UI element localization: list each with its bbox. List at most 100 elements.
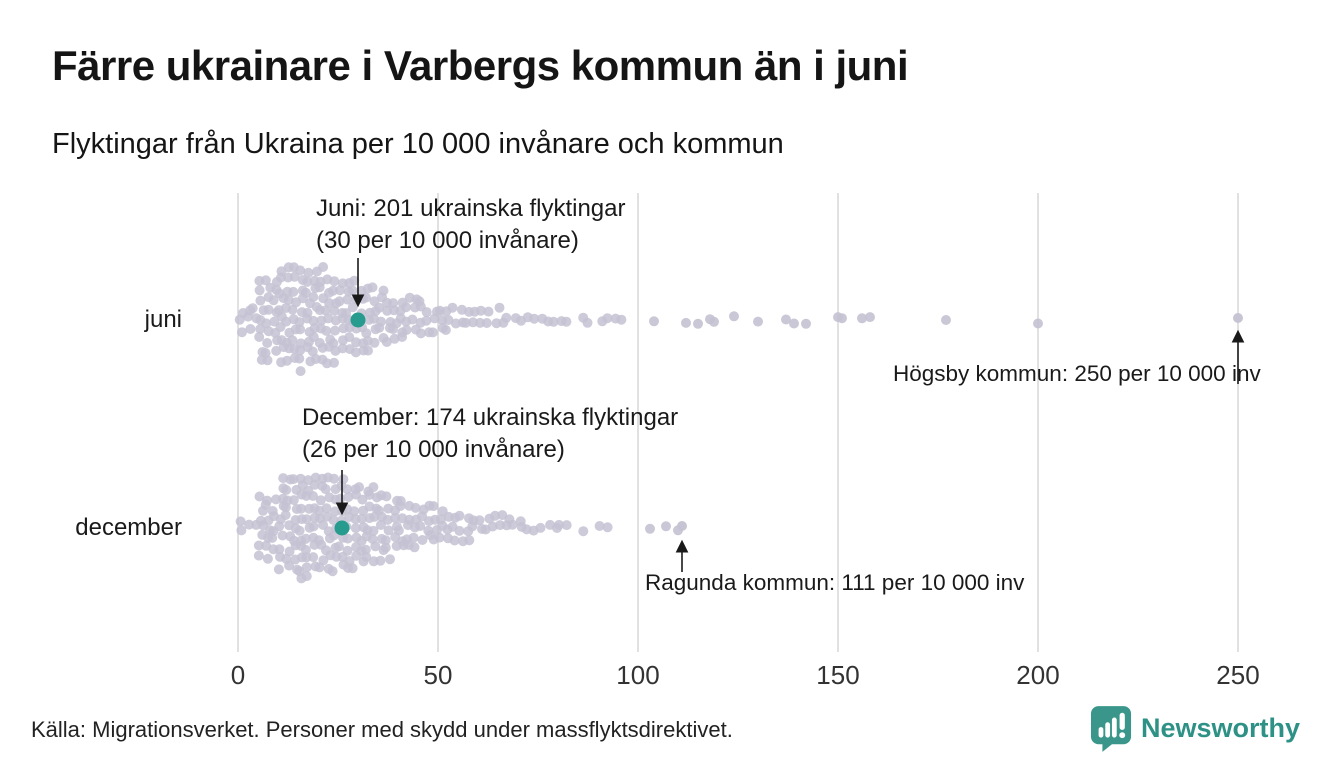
swarm-dot [303, 267, 314, 278]
swarm-dot [374, 302, 385, 313]
swarm-dot-outlier [681, 317, 691, 328]
swarm-dot [342, 533, 353, 544]
swarm-dot [475, 305, 486, 316]
swarm-dot [267, 506, 278, 516]
swarm-dot [388, 324, 398, 335]
swarm-dot [281, 485, 292, 495]
swarm-dot [356, 513, 367, 524]
swarm-dot [374, 322, 385, 333]
swarm-dot [594, 521, 605, 531]
swarm-dot [421, 315, 432, 326]
swarm-dot [254, 332, 265, 342]
swarm-dot [385, 554, 395, 565]
swarm-dot [494, 302, 505, 313]
swarm-dot [380, 542, 391, 553]
x-tick-label: 0 [230, 660, 246, 690]
x-tick-label: 150 [816, 660, 860, 690]
swarm-dot [330, 325, 340, 336]
swarm-dot [277, 530, 288, 541]
swarm-dot [481, 318, 492, 328]
swarm-dot [383, 525, 394, 536]
swarm-dot [375, 520, 386, 530]
swarm-dot-outlier [801, 318, 811, 329]
swarm-dot [328, 515, 339, 526]
swarm-dot [363, 345, 373, 356]
swarm-dot-max-högsby [1233, 313, 1243, 323]
swarm-dot [288, 495, 299, 506]
swarm-dot [235, 516, 246, 527]
swarm-dot [255, 295, 266, 306]
swarm-dot [237, 327, 247, 338]
swarm-dot [375, 555, 386, 566]
swarm-dot [300, 544, 311, 555]
swarm-dot-outlier [709, 316, 719, 327]
swarm-dot-outlier [661, 521, 671, 532]
swarm-dot [409, 542, 420, 553]
swarm-dot [260, 275, 271, 286]
swarm-dot [421, 307, 432, 318]
swarm-dot [474, 515, 485, 526]
annotation-december-highlight: December: 174 ukrainska flyktingar (26 p… [302, 402, 678, 466]
swarm-dot [273, 564, 284, 575]
swarm-dot [301, 514, 312, 525]
swarm-dot [397, 297, 408, 308]
swarm-dot [267, 533, 278, 543]
annotation-june-line1: Juni: 201 ukrainska flyktingar [316, 195, 626, 222]
swarm-dot [437, 506, 448, 517]
swarm-dot [314, 562, 325, 573]
swarm-dot [274, 288, 285, 299]
swarm-dot [274, 544, 285, 555]
swarm-dot [427, 327, 438, 338]
x-tick-label: 100 [616, 660, 660, 690]
swarm-dot [296, 503, 307, 514]
swarm-dot [244, 519, 255, 530]
swarm-dot-outlier [729, 311, 739, 322]
swarm-dot [303, 485, 314, 496]
swarm-dot [334, 296, 345, 307]
swarm-dot-outlier [753, 316, 763, 327]
swarm-dot [449, 535, 460, 546]
swarm-dot [294, 525, 305, 536]
swarm-dot [548, 316, 559, 327]
swarm-dot [247, 303, 258, 314]
swarm-dot [454, 510, 465, 521]
swarm-dot [349, 506, 360, 517]
swarm-dot [504, 514, 515, 525]
swarm-dot [288, 474, 299, 485]
swarm-dot [535, 522, 546, 533]
swarm-dot [428, 501, 439, 512]
row-label-juni: juni [144, 306, 182, 333]
swarm-dot [369, 337, 380, 348]
row-label-december: december [75, 514, 182, 541]
swarm-dot [464, 535, 475, 546]
swarm-dot [321, 503, 332, 514]
swarm-dot-outlier [1033, 318, 1043, 329]
swarm-dot [349, 275, 360, 286]
swarm-dot [460, 317, 471, 328]
swarm-dot [329, 305, 340, 316]
swarm-dot [308, 552, 319, 563]
swarm-dot [295, 366, 306, 377]
swarm-dot-outlier [645, 523, 655, 534]
swarm-dot [381, 491, 392, 502]
swarm-dot [253, 540, 264, 551]
swarm-dot [321, 325, 332, 336]
x-tick-label: 200 [1016, 660, 1060, 690]
swarm-dot [315, 495, 326, 506]
x-tick-label: 250 [1216, 660, 1260, 690]
swarm-dot [360, 544, 371, 555]
swarm-dot [324, 298, 335, 308]
swarm-dot [347, 285, 358, 296]
swarm-dot [582, 317, 593, 328]
swarm-dot [501, 312, 512, 323]
swarm-dot [354, 482, 365, 493]
newsworthy-logo: Newsworthy [1090, 705, 1300, 752]
annotation-june-line2: (30 per 10 000 invånare) [316, 227, 579, 254]
swarm-dot [268, 295, 279, 306]
swarm-dot-outlier [693, 318, 703, 329]
swarm-dot [254, 491, 265, 502]
swarm-dot [454, 525, 465, 536]
swarm-dot [515, 516, 526, 527]
swarm-dot [271, 345, 282, 356]
